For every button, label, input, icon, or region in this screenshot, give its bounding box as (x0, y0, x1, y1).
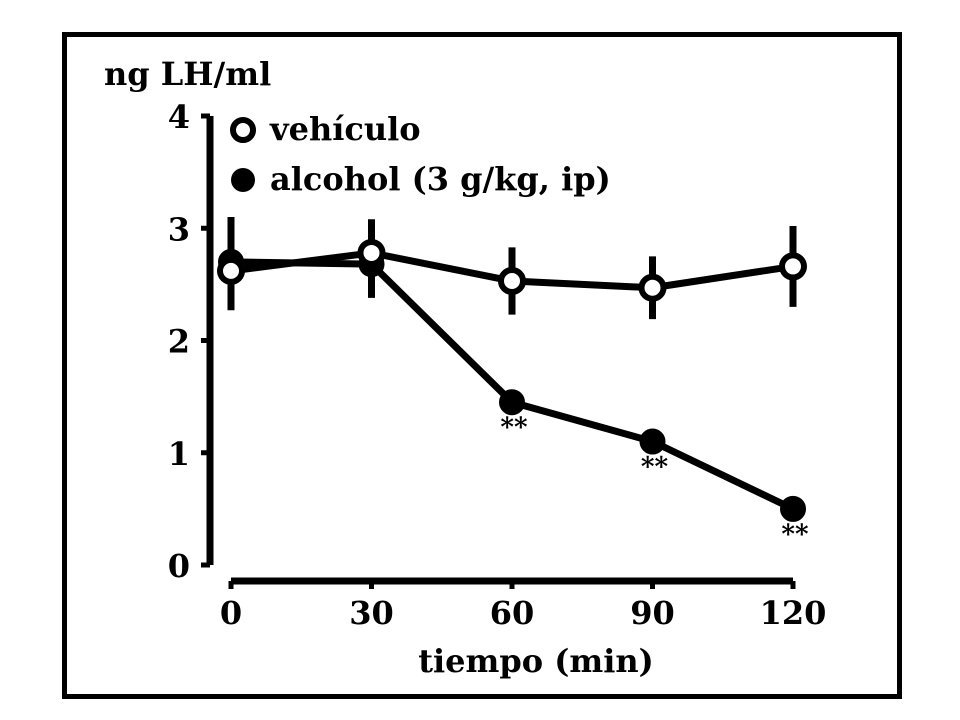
data-point-open (779, 252, 807, 281)
y-tick-label: 2 (168, 323, 190, 361)
axes: 0 1 2 3 4 0 30 60 90 120 (168, 98, 827, 632)
y-tick-label: 3 (168, 210, 190, 248)
data-marks: ** ** ** (217, 217, 809, 550)
y-axis-label: ng LH/ml (104, 55, 271, 93)
data-point-open (217, 256, 245, 285)
significance-marker: ** (500, 413, 528, 443)
x-tick-label: 60 (490, 594, 535, 632)
x-tick-label: 90 (630, 594, 675, 632)
x-tick-label: 0 (220, 594, 242, 632)
legend-marker-vehiculo (230, 117, 256, 143)
x-tick-label: 120 (760, 594, 827, 632)
data-point-open (498, 267, 526, 296)
figure-frame (62, 32, 902, 699)
y-tick-label: 4 (168, 98, 190, 136)
legend-marker-alcohol (231, 168, 255, 192)
y-tick-label: 0 (168, 547, 190, 585)
legend-label-alcohol: alcohol (3 g/kg, ip) (270, 160, 611, 198)
data-point-filled (780, 495, 806, 522)
y-tick-label: 1 (168, 435, 190, 473)
data-point-filled (499, 389, 525, 416)
data-point-filled (639, 428, 666, 455)
data-point-open (357, 238, 386, 267)
significance-marker: ** (641, 453, 669, 483)
x-axis-label: tiempo (min) (418, 642, 654, 680)
legend: vehículo alcohol (3 g/kg, ip) (230, 110, 611, 198)
legend-label-vehiculo: vehículo (269, 110, 421, 148)
x-tick-label: 30 (349, 594, 394, 632)
significance-marker: ** (781, 520, 809, 550)
data-point-open (638, 273, 667, 302)
